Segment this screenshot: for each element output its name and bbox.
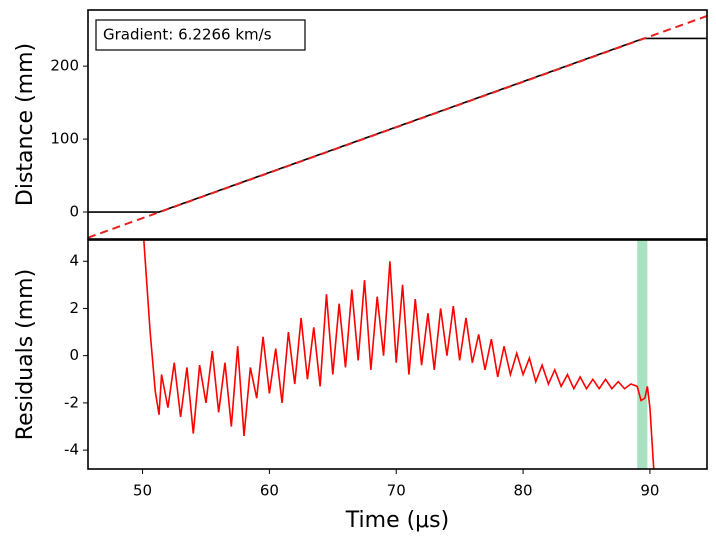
- data-line: [88, 37, 707, 213]
- y-tick-label: 2: [69, 299, 79, 317]
- y-axis-label: Distance (mm): [13, 43, 38, 206]
- y-axis-label: Residuals (mm): [13, 269, 38, 440]
- highlight-span: [637, 240, 648, 469]
- axes-frame: [87, 239, 708, 470]
- data-line: [143, 240, 655, 469]
- data-line: [88, 15, 707, 239]
- annotation: Gradient: 6.2266 km/s: [103, 26, 272, 44]
- x-tick-label: 50: [133, 482, 152, 500]
- x-tick-label: 70: [387, 482, 406, 500]
- y-tick-label: -4: [64, 441, 79, 459]
- y-tick-label: -2: [64, 393, 79, 411]
- x-tick-label: 60: [260, 482, 279, 500]
- axes-frame: [87, 9, 708, 240]
- x-tick-label: 90: [640, 482, 659, 500]
- y-tick-label: 0: [69, 346, 79, 364]
- plot-area: [88, 15, 707, 239]
- plot-area: [143, 240, 655, 469]
- y-tick-label: 4: [69, 252, 79, 270]
- y-tick-label: 200: [50, 57, 79, 75]
- y-tick-label: 100: [50, 130, 79, 148]
- x-tick-label: 80: [514, 482, 533, 500]
- x-axis-label: Time (μs): [345, 508, 449, 533]
- annotation-box: [95, 19, 306, 51]
- y-tick-label: 0: [69, 203, 79, 221]
